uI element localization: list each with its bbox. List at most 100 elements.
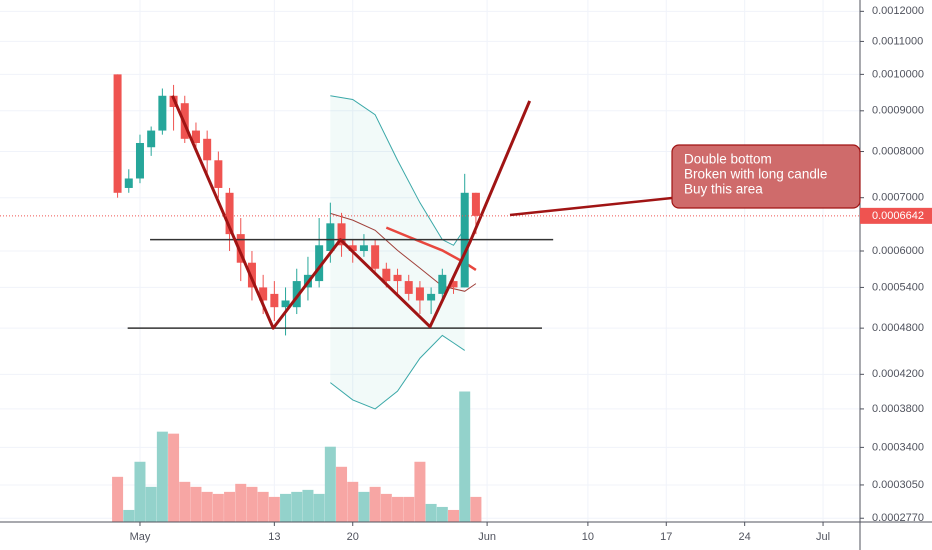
candle-body <box>203 138 212 161</box>
volume-bar <box>112 476 124 522</box>
candle-body <box>471 192 480 216</box>
x-tick-label: 13 <box>268 531 280 543</box>
volume-bar <box>280 493 292 522</box>
axes: 0.0012000 0.0011000 0.0010000 0.0009000 0.00… <box>130 5 932 543</box>
volume-bar <box>336 466 348 522</box>
volume-bar <box>358 491 370 522</box>
plot-area <box>0 74 860 522</box>
volume-bar <box>470 496 482 522</box>
candle-body <box>281 300 290 308</box>
candle-body <box>124 178 133 188</box>
moving-average <box>330 212 477 292</box>
candle-body <box>292 281 301 308</box>
volume-bar <box>190 486 202 522</box>
volume-bar <box>392 496 404 522</box>
last-price-label: 0.0006642 <box>872 210 924 222</box>
candle-body <box>326 223 335 251</box>
volume-bar <box>324 446 336 522</box>
x-tick-label: Jun <box>478 531 496 543</box>
candle-body <box>371 245 380 269</box>
y-tick-label: 0.0011000 <box>872 35 923 47</box>
volume-bar <box>134 461 146 522</box>
volume-bar <box>403 496 415 522</box>
y-tick-label: 0.0002770 <box>872 512 924 524</box>
annotation: Double bottom Broken with long candle Bu… <box>509 144 861 217</box>
y-tick-label: 0.0007000 <box>872 192 924 204</box>
candle-body <box>415 287 424 301</box>
x-tick-label: May <box>130 531 151 543</box>
volume-bar <box>123 509 135 522</box>
candle-body <box>147 130 156 148</box>
y-tick-label: 0.0006000 <box>872 245 924 257</box>
candle-body <box>315 245 324 282</box>
candle-body <box>404 281 413 294</box>
band-upper <box>330 95 466 246</box>
y-tick-label: 0.0003400 <box>872 441 924 453</box>
x-tick-label: Jul <box>816 531 830 543</box>
candle-body <box>348 245 357 251</box>
volume-bar <box>168 433 180 522</box>
volume-bar <box>201 491 213 522</box>
band-fill <box>330 95 465 409</box>
candle-body <box>427 293 436 301</box>
x-tick-label: 24 <box>739 531 751 543</box>
y-tick-label: 0.0012000 <box>872 5 924 17</box>
y-tick-label: 0.0003800 <box>872 403 924 415</box>
annotation-text: Buy this area <box>684 182 763 197</box>
volume-bar <box>235 483 247 522</box>
y-tick-label: 0.0005400 <box>872 281 924 293</box>
volume-bar <box>257 491 269 522</box>
y-tick-label: 0.0008000 <box>872 145 924 157</box>
volume-bar <box>291 491 303 522</box>
candle-body <box>214 160 223 188</box>
volume-bar <box>459 391 471 522</box>
volume-bar <box>369 486 381 522</box>
volume-bar <box>313 493 325 522</box>
candle-body <box>113 74 122 193</box>
y-tick-label: 0.0009000 <box>872 105 924 117</box>
y-tick-label: 0.0010000 <box>872 68 924 80</box>
trend-line <box>171 95 532 330</box>
volume-bar <box>246 486 258 522</box>
volume-bar <box>347 481 359 522</box>
y-tick-label: 0.0004800 <box>872 322 924 334</box>
y-tick-label: 0.0003050 <box>872 479 924 491</box>
annotation-text: Double bottom <box>684 152 772 167</box>
candle-body <box>337 223 346 246</box>
x-tick-label: 20 <box>347 531 359 543</box>
candle-body <box>259 287 268 301</box>
candle-body <box>135 142 144 179</box>
x-tick-label: 10 <box>582 531 594 543</box>
candle-body <box>359 245 368 251</box>
volume-bar <box>212 493 224 522</box>
band-lower <box>330 334 465 410</box>
x-tick-label: 17 <box>660 531 672 543</box>
volume-bar <box>448 509 460 522</box>
last-price-tag <box>860 207 932 224</box>
candle-body <box>191 130 200 143</box>
candle-body <box>438 274 447 294</box>
candle-body <box>247 262 256 288</box>
volume-bar <box>414 461 426 522</box>
volume-bar <box>179 481 191 522</box>
candle-body <box>270 293 279 308</box>
annotation-box <box>671 144 861 209</box>
volume-bar <box>436 506 448 522</box>
annotation-text: Broken with long candle <box>684 167 827 182</box>
candle-body <box>393 274 402 282</box>
volume-bar <box>156 431 168 522</box>
candle-body <box>158 95 167 131</box>
volume-bar <box>224 491 236 522</box>
volume-bar <box>145 486 157 522</box>
y-tick-label: 0.0004200 <box>872 368 924 380</box>
volume-bar <box>268 496 280 522</box>
candle-body <box>382 268 391 282</box>
volume-bar <box>425 503 437 522</box>
volume-bar <box>380 493 392 522</box>
candle-body <box>449 281 458 288</box>
candle-body <box>225 192 234 235</box>
annotation-pointer <box>509 196 673 217</box>
candle-body <box>236 234 245 263</box>
volume-bar <box>302 489 314 522</box>
